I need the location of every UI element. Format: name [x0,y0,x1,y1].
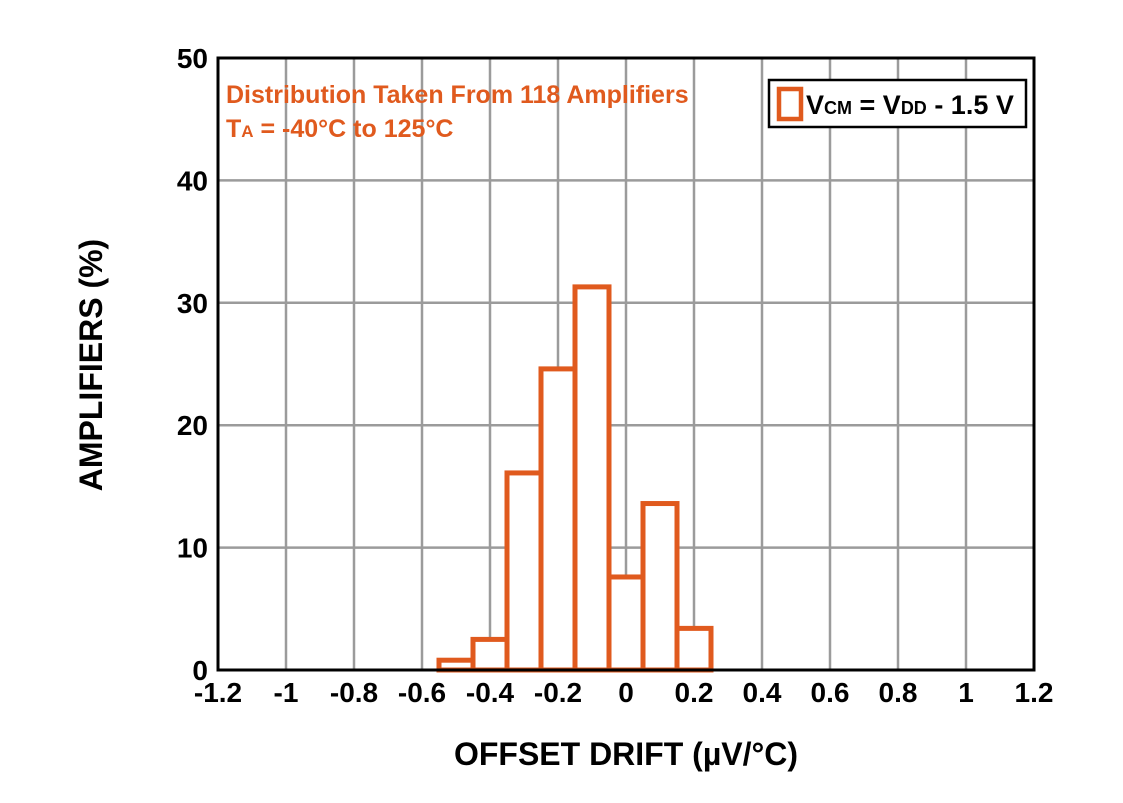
y-tick-label: 0 [192,655,208,686]
histogram-bar-3 [538,366,578,673]
legend-rest: - 1.5 V [927,90,1014,120]
x-tick-label: -1.2 [194,677,242,708]
y-tick-label: 20 [177,410,208,441]
histogram-bar-7 [674,625,714,673]
x-tick-label: 0.4 [743,677,782,708]
plot-frame [216,56,1036,672]
legend-v2: V [883,90,901,120]
x-tick-label: 0.2 [675,677,714,708]
legend-v1: V [806,90,824,120]
histogram-bar-1 [470,636,510,673]
x-tick-label: 0 [618,677,634,708]
x-axis-label: OFFSET DRIFT (µV/°C) [454,736,798,772]
y-tick-label: 40 [177,165,208,196]
legend-swatch [776,86,804,122]
x-tick-label: 1.2 [1015,677,1054,708]
x-tick-labels: -1.2 -1 -0.8 -0.6 -0.4 -0.2 0 0.2 0.4 0.6 0.8 1 1.2 [194,677,1054,708]
legend-label: VCM = VDD - 1.5 V [806,90,1014,120]
annotation-temp-range: = -40°C to 125°C [254,115,454,143]
x-tick-label: -0.4 [466,677,515,708]
y-tick-label: 30 [177,288,208,319]
histogram-bar-2 [504,470,544,673]
chart-annotation: Distribution Taken From 118 Amplifiers T… [226,81,689,143]
legend-sub-cm: CM [824,98,852,118]
annotation-t: T [226,115,241,143]
legend: VCM = VDD - 1.5 V [767,78,1028,129]
y-tick-label: 50 [177,43,208,74]
legend-sub-dd: DD [901,98,927,118]
x-tick-label: -1 [274,677,299,708]
annotation-line-2: TA = -40°C to 125°C [226,115,454,143]
y-axis-label: AMPLIFIERS (%) [73,239,109,491]
legend-box [767,78,1028,129]
y-tick-labels: 0 10 20 30 40 50 [177,43,208,686]
x-tick-label: -0.6 [398,677,446,708]
x-tick-label: 1 [958,677,974,708]
x-tick-label: -0.2 [534,677,582,708]
annotation-line-1: Distribution Taken From 118 Amplifiers [226,81,689,109]
x-tick-label: -0.8 [330,677,378,708]
x-tick-label: 0.6 [811,677,850,708]
histogram-bar-6 [640,501,680,673]
legend-eq: = [852,90,883,120]
y-tick-label: 10 [177,533,208,564]
histogram-bar-5 [606,574,646,673]
x-tick-label: 0.8 [879,677,918,708]
histogram-bars [436,284,714,673]
histogram-bar-4 [572,284,612,673]
annotation-subscript-a: A [241,122,253,141]
